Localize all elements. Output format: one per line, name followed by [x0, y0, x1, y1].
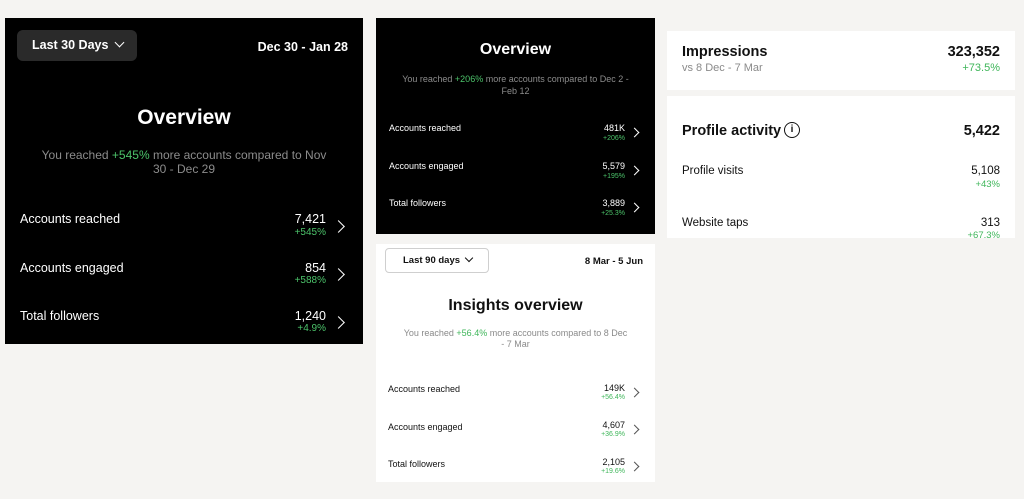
metric-change: +4.9%	[297, 323, 326, 334]
metric-value: 7,421	[294, 212, 326, 226]
metric-label: Accounts engaged	[389, 161, 464, 171]
metric-value: 1,240	[294, 309, 326, 323]
metric-value: 3,889	[602, 198, 625, 208]
metric-row-accounts-reached[interactable]: Accounts reached 481K +206%	[376, 123, 655, 153]
chevron-down-icon	[114, 37, 125, 48]
metric-value: 5,108	[971, 165, 1000, 177]
summary-percent: +545%	[111, 148, 150, 162]
summary-percent: +206%	[454, 74, 484, 84]
date-range-label: Last 30 Days	[32, 38, 109, 52]
metric-change: +43%	[975, 179, 1000, 190]
chevron-right-icon[interactable]	[629, 387, 640, 398]
metric-label: Total followers	[389, 198, 447, 208]
summary-pre: You reached	[403, 328, 457, 338]
profile-activity-title: Profile activity	[682, 123, 782, 139]
impressions-sub: vs 8 Dec - 7 Mar	[682, 62, 763, 74]
metric-row-total-followers[interactable]: Total followers 2,105 +19.6%	[376, 457, 655, 482]
chevron-right-icon[interactable]	[332, 316, 345, 329]
chevron-right-icon[interactable]	[332, 268, 345, 281]
chevron-right-icon[interactable]	[629, 202, 640, 213]
metric-value: 854	[305, 261, 326, 275]
metric-label: Accounts engaged	[388, 422, 463, 432]
metric-label: Website taps	[682, 217, 749, 229]
summary-pre: You reached	[402, 74, 455, 84]
date-range-label: Last 90 days	[403, 255, 461, 266]
metric-value: 2,105	[602, 457, 625, 467]
metric-value: 4,607	[602, 420, 625, 430]
metric-label: Total followers	[388, 459, 446, 469]
summary-post: more accounts compared to 8 Dec - 7 Mar	[487, 328, 628, 349]
metric-label: Total followers	[20, 309, 100, 323]
metric-change: +588%	[294, 275, 326, 286]
summary-percent: +56.4%	[456, 328, 488, 338]
metric-row-accounts-reached[interactable]: Accounts reached 149K +56.4%	[376, 383, 655, 413]
date-range-dropdown[interactable]: Last 90 days	[385, 248, 489, 273]
metric-change: +206%	[603, 135, 625, 142]
date-range-dropdown[interactable]: Last 30 Days	[17, 30, 137, 61]
metric-change: +545%	[294, 227, 326, 238]
metric-row-website-taps[interactable]: Website taps 313 +67.3%	[667, 216, 1015, 238]
metric-change: +25.3%	[601, 210, 625, 217]
summary-pre: You reached	[41, 148, 112, 162]
overview-panel-compact: Overview You reached +206% more accounts…	[376, 18, 655, 234]
date-range-text: 8 Mar - 5 Jun	[584, 256, 643, 267]
metric-change: +19.6%	[601, 468, 625, 475]
info-icon[interactable]: i	[784, 122, 800, 138]
page-title: Insights overview	[448, 297, 583, 314]
profile-activity-card: Profile activity i 5,422 Profile visits …	[667, 96, 1015, 238]
metric-row-total-followers[interactable]: Total followers 3,889 +25.3%	[376, 198, 655, 228]
metric-row-accounts-engaged[interactable]: Accounts engaged 854 +588%	[5, 260, 363, 300]
impressions-card[interactable]: Impressions vs 8 Dec - 7 Mar 323,352 +73…	[667, 31, 1015, 90]
metric-change: +195%	[603, 173, 625, 180]
summary-post: more accounts compared to Nov 30 - Dec 2…	[149, 148, 327, 176]
metric-value: 5,579	[602, 161, 625, 171]
chevron-right-icon[interactable]	[332, 220, 345, 233]
summary-post: more accounts compared to Dec 2 - Feb 12	[483, 74, 629, 96]
impressions-label: Impressions	[682, 44, 768, 60]
metric-change: +36.9%	[601, 431, 625, 438]
metric-label: Accounts engaged	[20, 261, 124, 275]
insights-overview-panel: Last 90 days 8 Mar - 5 Jun Insights over…	[376, 244, 655, 482]
metric-value: 313	[980, 217, 1000, 229]
metric-value: 149K	[603, 383, 625, 393]
metric-label: Profile visits	[682, 165, 744, 177]
impressions-change: +73.5%	[962, 62, 1000, 74]
chevron-right-icon[interactable]	[629, 165, 640, 176]
metric-value: 481K	[603, 123, 625, 133]
metric-label: Accounts reached	[388, 384, 461, 394]
metric-row-accounts-engaged[interactable]: Accounts engaged 5,579 +195%	[376, 161, 655, 191]
date-range-text: Dec 30 - Jan 28	[257, 40, 348, 54]
metric-label: Accounts reached	[389, 123, 462, 133]
summary-text: You reached +56.4% more accounts compare…	[401, 328, 630, 350]
impressions-value: 323,352	[947, 44, 1000, 60]
chevron-right-icon[interactable]	[629, 127, 640, 138]
profile-activity-total: 5,422	[963, 123, 1000, 139]
chevron-down-icon	[464, 253, 474, 263]
metric-row-accounts-engaged[interactable]: Accounts engaged 4,607 +36.9%	[376, 420, 655, 450]
summary-text: You reached +206% more accounts compared…	[401, 73, 630, 97]
summary-text: You reached +545% more accounts compared…	[35, 148, 333, 176]
chevron-right-icon[interactable]	[629, 461, 640, 472]
metric-change: +56.4%	[601, 394, 625, 401]
chevron-right-icon[interactable]	[629, 424, 640, 435]
overview-panel-30-days: Last 30 Days Dec 30 - Jan 28 Overview Yo…	[5, 18, 363, 344]
metric-change: +67.3%	[967, 230, 1001, 238]
metric-label: Accounts reached	[20, 212, 121, 226]
page-title: Overview	[137, 106, 231, 129]
metric-row-profile-visits[interactable]: Profile visits 5,108 +43%	[667, 164, 1015, 194]
metric-row-total-followers[interactable]: Total followers 1,240 +4.9%	[5, 308, 363, 344]
metric-row-accounts-reached[interactable]: Accounts reached 7,421 +545%	[5, 212, 363, 252]
page-title: Overview	[479, 41, 552, 58]
